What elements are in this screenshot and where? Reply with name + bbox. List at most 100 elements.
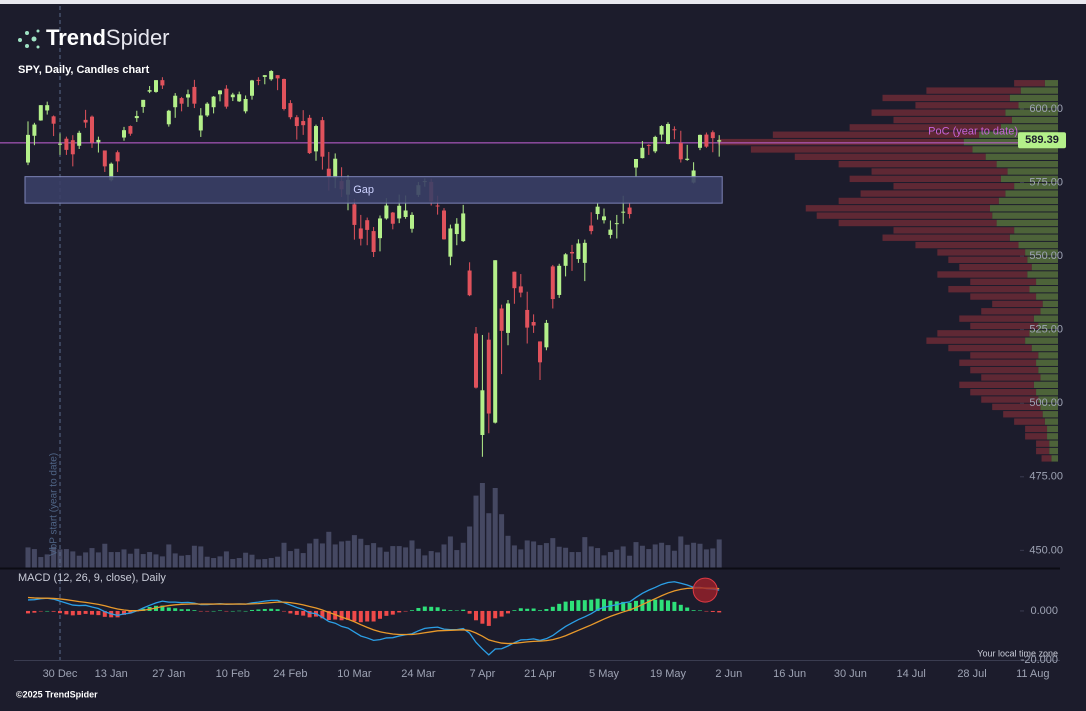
candle-body	[173, 95, 178, 108]
profile-down	[893, 116, 1012, 124]
macd-histogram-bar	[384, 610, 389, 616]
volume-bar	[179, 555, 185, 568]
volume-bar	[403, 547, 409, 568]
volume-bar	[153, 554, 159, 568]
profile-up	[1027, 271, 1058, 278]
profile-down	[915, 241, 1019, 249]
macd-histogram-bar	[64, 610, 69, 615]
profile-up	[985, 153, 1058, 160]
macd-histogram-bar	[160, 605, 165, 611]
profile-down	[992, 300, 1043, 308]
profile-up	[1038, 322, 1058, 330]
profile-down	[1025, 425, 1048, 433]
candle-body	[51, 116, 56, 124]
volume-bar	[326, 531, 332, 568]
volume-bar	[76, 555, 82, 568]
candle-body	[608, 229, 613, 235]
x-tick-label: 10 Mar	[337, 668, 372, 680]
candle-body	[582, 242, 587, 263]
y-tick-label: 475.00	[1029, 471, 1063, 483]
profile-down	[992, 403, 1041, 411]
profile-down	[1025, 433, 1048, 440]
profile-down	[959, 315, 1034, 322]
volume-bar	[102, 543, 108, 568]
candle-body	[256, 79, 261, 81]
candle-body	[486, 339, 491, 414]
profile-up	[1044, 418, 1058, 425]
candle-body	[614, 223, 619, 225]
volume-bar	[115, 552, 121, 568]
candle-body	[166, 110, 171, 125]
volume-bar	[575, 552, 581, 568]
volume-bar	[620, 546, 626, 568]
volume-bar	[652, 544, 658, 568]
volume-bar	[511, 545, 517, 568]
candle-body	[288, 103, 293, 118]
candle-body	[77, 132, 82, 146]
logo-dot	[18, 38, 22, 42]
profile-down	[838, 197, 999, 205]
macd-histogram-bar	[531, 608, 536, 611]
volume-bar	[473, 495, 479, 568]
profile-down	[849, 124, 1001, 131]
macd-histogram-bar	[320, 610, 325, 619]
volume-bar	[428, 551, 434, 568]
volume-bar	[383, 551, 389, 568]
macd-histogram-bar	[672, 601, 677, 611]
profile-down	[970, 366, 1039, 374]
macd-histogram-bar	[467, 610, 472, 614]
profile-up	[1005, 190, 1058, 197]
candle-body	[550, 266, 555, 300]
macd-histogram-bar	[378, 610, 382, 619]
macd-histogram-bar	[275, 609, 280, 611]
candle-body	[506, 303, 510, 333]
volume-bar	[345, 540, 351, 568]
volume-bar	[147, 552, 153, 568]
candle-body	[621, 211, 626, 213]
profile-down	[1003, 411, 1043, 418]
macd-histogram-bar	[262, 608, 267, 611]
macd-histogram-bar	[518, 608, 523, 611]
macd-histogram-bar	[371, 610, 376, 622]
volume-bar	[319, 543, 325, 568]
volume-bar	[467, 526, 473, 568]
candle-body	[710, 132, 715, 139]
vbp-start-label: VbP start (year to date)	[49, 453, 60, 556]
last-price-tag	[1018, 132, 1066, 149]
volume-bar	[127, 553, 133, 568]
macd-histogram-bar	[448, 610, 453, 611]
x-tick-label: 28 Jul	[957, 668, 986, 680]
x-tick-label: 14 Jul	[897, 668, 926, 680]
profile-up	[1007, 168, 1058, 175]
macd-histogram-bar	[192, 610, 197, 611]
profile-down	[970, 352, 1039, 359]
macd-histogram-bar	[288, 610, 293, 614]
profile-up	[1018, 102, 1058, 109]
volume-bar	[691, 542, 697, 568]
volume-bar	[435, 552, 441, 568]
timezone-label: Your local time zone	[977, 648, 1058, 658]
volume-bar	[531, 541, 537, 568]
x-tick-label: 21 Apr	[524, 668, 556, 680]
macd-histogram-bar	[576, 600, 581, 611]
macd-histogram-bar	[627, 602, 632, 611]
poc-label: PoC (year to date)	[928, 126, 1018, 138]
profile-up	[998, 197, 1058, 205]
macd-histogram-bar	[32, 610, 37, 613]
volume-bar	[607, 552, 613, 568]
candle-body	[365, 220, 370, 230]
volume-bar	[83, 552, 89, 568]
profile-up	[1049, 440, 1058, 447]
x-tick-label: 16 Jun	[773, 668, 806, 680]
y-tick-label: 600.00	[1029, 103, 1063, 115]
macd-histogram-bar	[602, 599, 606, 611]
candle-body	[269, 71, 274, 80]
profile-down	[1014, 80, 1045, 87]
candle-body	[589, 225, 594, 232]
candle-body	[109, 163, 114, 181]
volume-bar	[665, 545, 671, 568]
candle-body	[544, 322, 549, 348]
candle-body	[224, 88, 229, 107]
candle-body	[602, 216, 606, 221]
profile-up	[1040, 403, 1058, 411]
